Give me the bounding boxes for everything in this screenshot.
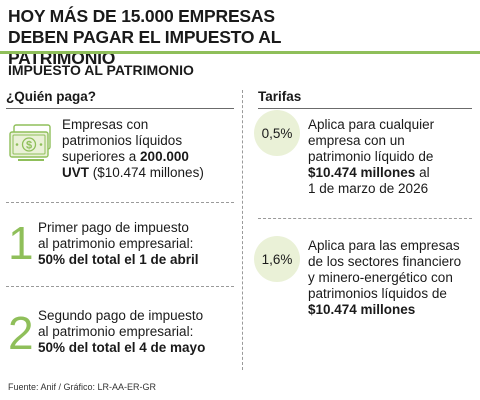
- left-separator-2: [6, 286, 234, 287]
- payment-2-line-2: al patrimonio empresarial:: [38, 324, 194, 339]
- rate-1-line-1: Aplica para cualquier: [308, 117, 435, 132]
- payment-1-line-2: al patrimonio empresarial:: [38, 236, 194, 251]
- rate-1-text: Aplica para cualquier empresa con un pat…: [308, 117, 434, 197]
- payment-2-text: Segundo pago de impuesto al patrimonio e…: [38, 308, 205, 356]
- who-pays-text: Empresas con patrimonios líquidos superi…: [62, 117, 204, 181]
- right-column-heading: Tarifas: [258, 89, 302, 104]
- rate-1-line-3: patrimonio líquido de: [308, 149, 434, 164]
- money-bill-icon: $: [9, 124, 51, 161]
- who-line-4: UVT ($10.474 millones): [62, 165, 204, 180]
- rate-2-line-5: $10.474 millones: [308, 302, 416, 317]
- who-threshold-unit: UVT: [62, 165, 89, 180]
- section-subtitle: IMPUESTO AL PATRIMONIO: [8, 62, 194, 78]
- payment-1-number: 1: [8, 217, 34, 269]
- rate-2-line-2: de los sectores financiero: [308, 254, 462, 269]
- payment-1-line-3: 50% del total el 1 de abril: [38, 252, 199, 267]
- who-threshold-value: 200.000: [140, 149, 189, 164]
- rate-2-line-3: y minero-energético con: [308, 270, 453, 285]
- left-separator-1: [6, 202, 234, 203]
- rate-1-line-4: $10.474 millones al: [308, 165, 430, 180]
- right-separator: [258, 218, 472, 219]
- page-title: Hoy más de 15.000 empresas deben pagar e…: [8, 6, 281, 68]
- column-divider: [242, 90, 243, 370]
- svg-text:$: $: [26, 140, 32, 152]
- rate-2-line-4: patrimonios líquidos de: [308, 286, 447, 301]
- who-line-2: patrimonios líquidos: [62, 133, 183, 148]
- who-line-3: superiores a 200.000: [62, 149, 189, 164]
- left-heading-rule: [6, 108, 234, 109]
- payment-1-line-1: Primer pago de impuesto: [38, 220, 189, 235]
- who-line-1: Empresas con: [62, 117, 149, 132]
- source-note: Fuente: Anif / Gráfico: LR-AA-ER-GR: [8, 382, 157, 392]
- payment-1-text: Primer pago de impuesto al patrimonio em…: [38, 220, 199, 268]
- payment-2-line-3: 50% del total el 4 de mayo: [38, 340, 206, 355]
- title-underline: [0, 51, 480, 54]
- payment-2-number: 2: [8, 307, 34, 359]
- rate-2-line-1: Aplica para las empresas: [308, 238, 460, 253]
- rate-2-badge: 1,6%: [254, 236, 300, 282]
- right-heading-rule: [258, 108, 472, 109]
- left-column-heading: ¿Quién paga?: [6, 89, 97, 104]
- rate-2-text: Aplica para las empresas de los sectores…: [308, 238, 461, 318]
- rate-1-value: 0,5%: [261, 125, 293, 141]
- payment-2-line-1: Segundo pago de impuesto: [38, 308, 204, 323]
- rate-1-line-5: 1 de marzo de 2026: [308, 181, 429, 196]
- rate-1-line-2: empresa con un: [308, 133, 405, 148]
- rate-2-value: 1,6%: [261, 251, 293, 267]
- rate-1-badge: 0,5%: [254, 110, 300, 156]
